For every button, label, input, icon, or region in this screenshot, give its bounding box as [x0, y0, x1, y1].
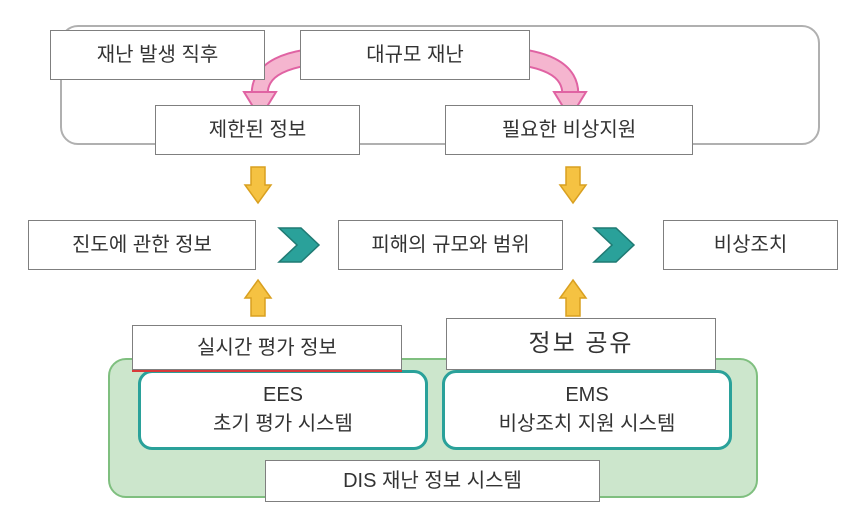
ems-subsystem: EMS 비상조치 지원 시스템 — [442, 370, 732, 450]
box-damage-scope: 피해의 규모와 범위 — [338, 220, 563, 270]
label-large-disaster: 대규모 재난 — [366, 41, 464, 69]
label-needed-support: 필요한 비상지원 — [502, 116, 636, 144]
yellow-up-arrow-1 — [243, 278, 273, 318]
box-info-share: 정보 공유 — [446, 318, 716, 370]
label-emergency-action: 비상조치 — [714, 231, 788, 259]
red-underline — [132, 370, 402, 372]
box-limited-info: 제한된 정보 — [155, 105, 360, 155]
label-limited-info: 제한된 정보 — [209, 116, 307, 144]
ems-line1: EMS — [565, 384, 608, 407]
ees-line1: EES — [263, 384, 303, 407]
box-seismic-info: 진도에 관한 정보 — [28, 220, 256, 270]
box-large-disaster: 대규모 재난 — [300, 30, 530, 80]
label-realtime-eval: 실시간 평가 정보 — [197, 334, 337, 362]
yellow-up-arrow-2 — [558, 278, 588, 318]
box-needed-support: 필요한 비상지원 — [445, 105, 693, 155]
teal-chevron-1 — [277, 226, 323, 264]
label-damage-scope: 피해의 규모와 범위 — [371, 231, 529, 259]
label-dis: DIS 재난 정보 시스템 — [343, 467, 522, 495]
ees-line2: 초기 평가 시스템 — [213, 407, 353, 436]
label-seismic-info: 진도에 관한 정보 — [72, 231, 212, 259]
label-info-share: 정보 공유 — [529, 327, 634, 361]
box-dis: DIS 재난 정보 시스템 — [265, 460, 600, 502]
box-emergency-action: 비상조치 — [663, 220, 838, 270]
yellow-down-arrow-2 — [558, 165, 588, 205]
yellow-down-arrow-1 — [243, 165, 273, 205]
box-realtime-eval: 실시간 평가 정보 — [132, 325, 402, 370]
label-after-disaster: 재난 발생 직후 — [97, 41, 219, 69]
teal-chevron-2 — [592, 226, 638, 264]
ees-subsystem: EES 초기 평가 시스템 — [138, 370, 428, 450]
ems-line2: 비상조치 지원 시스템 — [499, 407, 676, 436]
box-after-disaster: 재난 발생 직후 — [50, 30, 265, 80]
